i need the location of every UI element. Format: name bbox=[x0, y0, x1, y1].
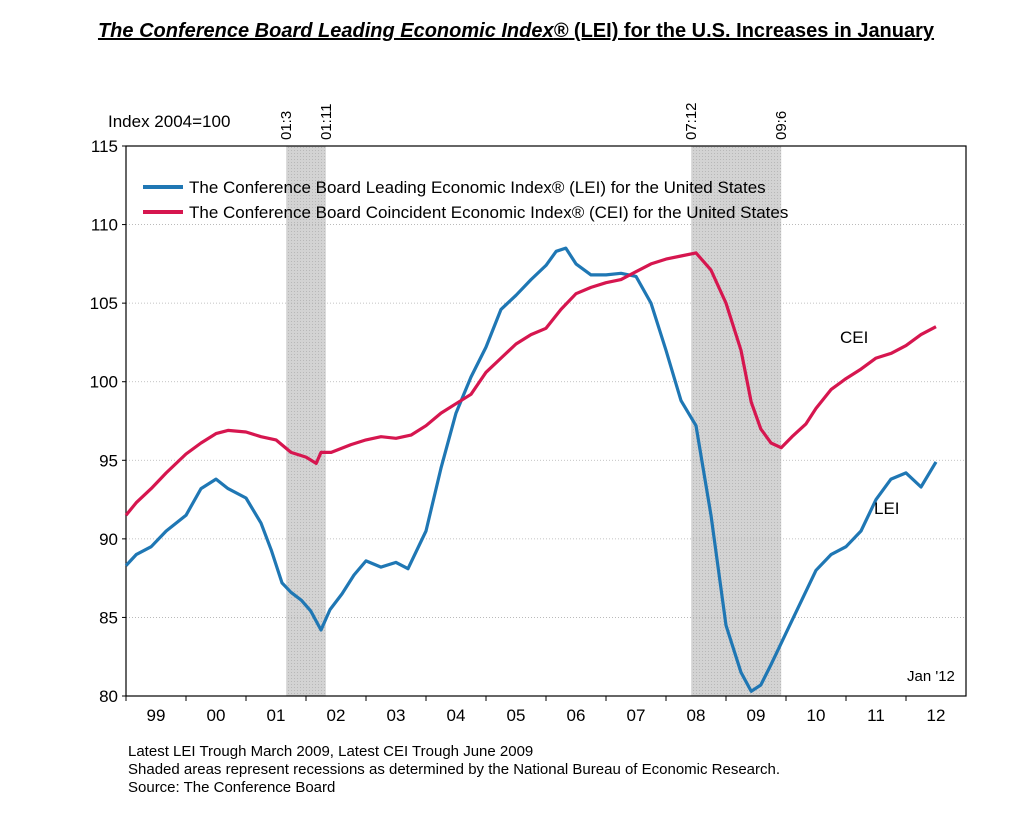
registered-mark: ® bbox=[553, 20, 569, 42]
series-line-cei bbox=[124, 251, 937, 517]
recession-start-label: 01:3 bbox=[278, 111, 295, 140]
plot-frame bbox=[125, 145, 967, 697]
x-tick-label: 03 bbox=[387, 706, 406, 725]
legend-label-cei: The Conference Board Coincident Economic… bbox=[189, 203, 788, 222]
y-tick-label: 85 bbox=[99, 608, 118, 627]
recession-end-label: 09:6 bbox=[773, 111, 790, 140]
series-label-lei: LEI bbox=[874, 499, 900, 518]
chart-svg: 01:3 01:11 07:12 09:6 808590951001051101159… bbox=[90, 102, 967, 725]
note-source: Source: The Conference Board bbox=[128, 779, 336, 796]
date-annotation: Jan '12 bbox=[907, 668, 955, 685]
y-tick-label: 105 bbox=[90, 294, 118, 313]
y-tick-label: 90 bbox=[99, 530, 118, 549]
legend-label-lei: The Conference Board Leading Economic In… bbox=[189, 178, 766, 197]
chart-title-rest: (LEI) for the U.S. Increases in January bbox=[568, 20, 935, 42]
y-axis-label: Index 2004=100 bbox=[108, 112, 230, 131]
recession-band-1 bbox=[691, 146, 782, 696]
y-tick-label: 100 bbox=[90, 373, 118, 392]
x-tick-label: 12 bbox=[927, 706, 946, 725]
series-label-cei: CEI bbox=[840, 328, 868, 347]
y-tick-label: 95 bbox=[99, 451, 118, 470]
x-tick-label: 05 bbox=[507, 706, 526, 725]
x-tick-label: 10 bbox=[807, 706, 826, 725]
x-tick-label: 07 bbox=[627, 706, 646, 725]
x-tick-label: 11 bbox=[867, 706, 885, 725]
recession-band-0 bbox=[286, 146, 326, 696]
recession-start-label: 07:12 bbox=[683, 102, 700, 140]
x-tick-label: 99 bbox=[147, 706, 166, 725]
x-tick-label: 09 bbox=[747, 706, 766, 725]
x-tick-label: 00 bbox=[207, 706, 226, 725]
x-tick-label: 01 bbox=[267, 706, 286, 725]
footnotes: Latest LEI Trough March 2009, Latest CEI… bbox=[128, 743, 780, 797]
recession-layer: 01:3 01:11 07:12 09:6 bbox=[278, 102, 790, 696]
series-layer bbox=[124, 246, 938, 693]
legend: The Conference Board Leading Economic In… bbox=[143, 178, 788, 222]
grid-layer bbox=[126, 224, 966, 618]
recession-end-label: 01:11 bbox=[318, 104, 335, 140]
y-tick-label: 110 bbox=[91, 216, 118, 235]
series-line-lei bbox=[124, 246, 938, 693]
x-tick-label: 04 bbox=[447, 706, 466, 725]
x-tick-label: 06 bbox=[567, 706, 586, 725]
axis-layer: 80 85 90 95 100 105 110 115 99 00 01 02 03 04 05 06 07 08… bbox=[90, 137, 946, 725]
y-tick-label: 80 bbox=[99, 687, 118, 706]
note-recessions: Shaded areas represent recessions as det… bbox=[128, 761, 781, 778]
y-tick-label: 115 bbox=[91, 137, 118, 156]
x-tick-label: 08 bbox=[687, 706, 706, 725]
chart-title: The Conference Board Leading Economic In… bbox=[0, 20, 1032, 43]
x-tick-label: 02 bbox=[327, 706, 346, 725]
chart-title-italic: The Conference Board Leading Economic In… bbox=[97, 20, 554, 42]
note-troughs: Latest LEI Trough March 2009, Latest CEI… bbox=[128, 743, 534, 760]
